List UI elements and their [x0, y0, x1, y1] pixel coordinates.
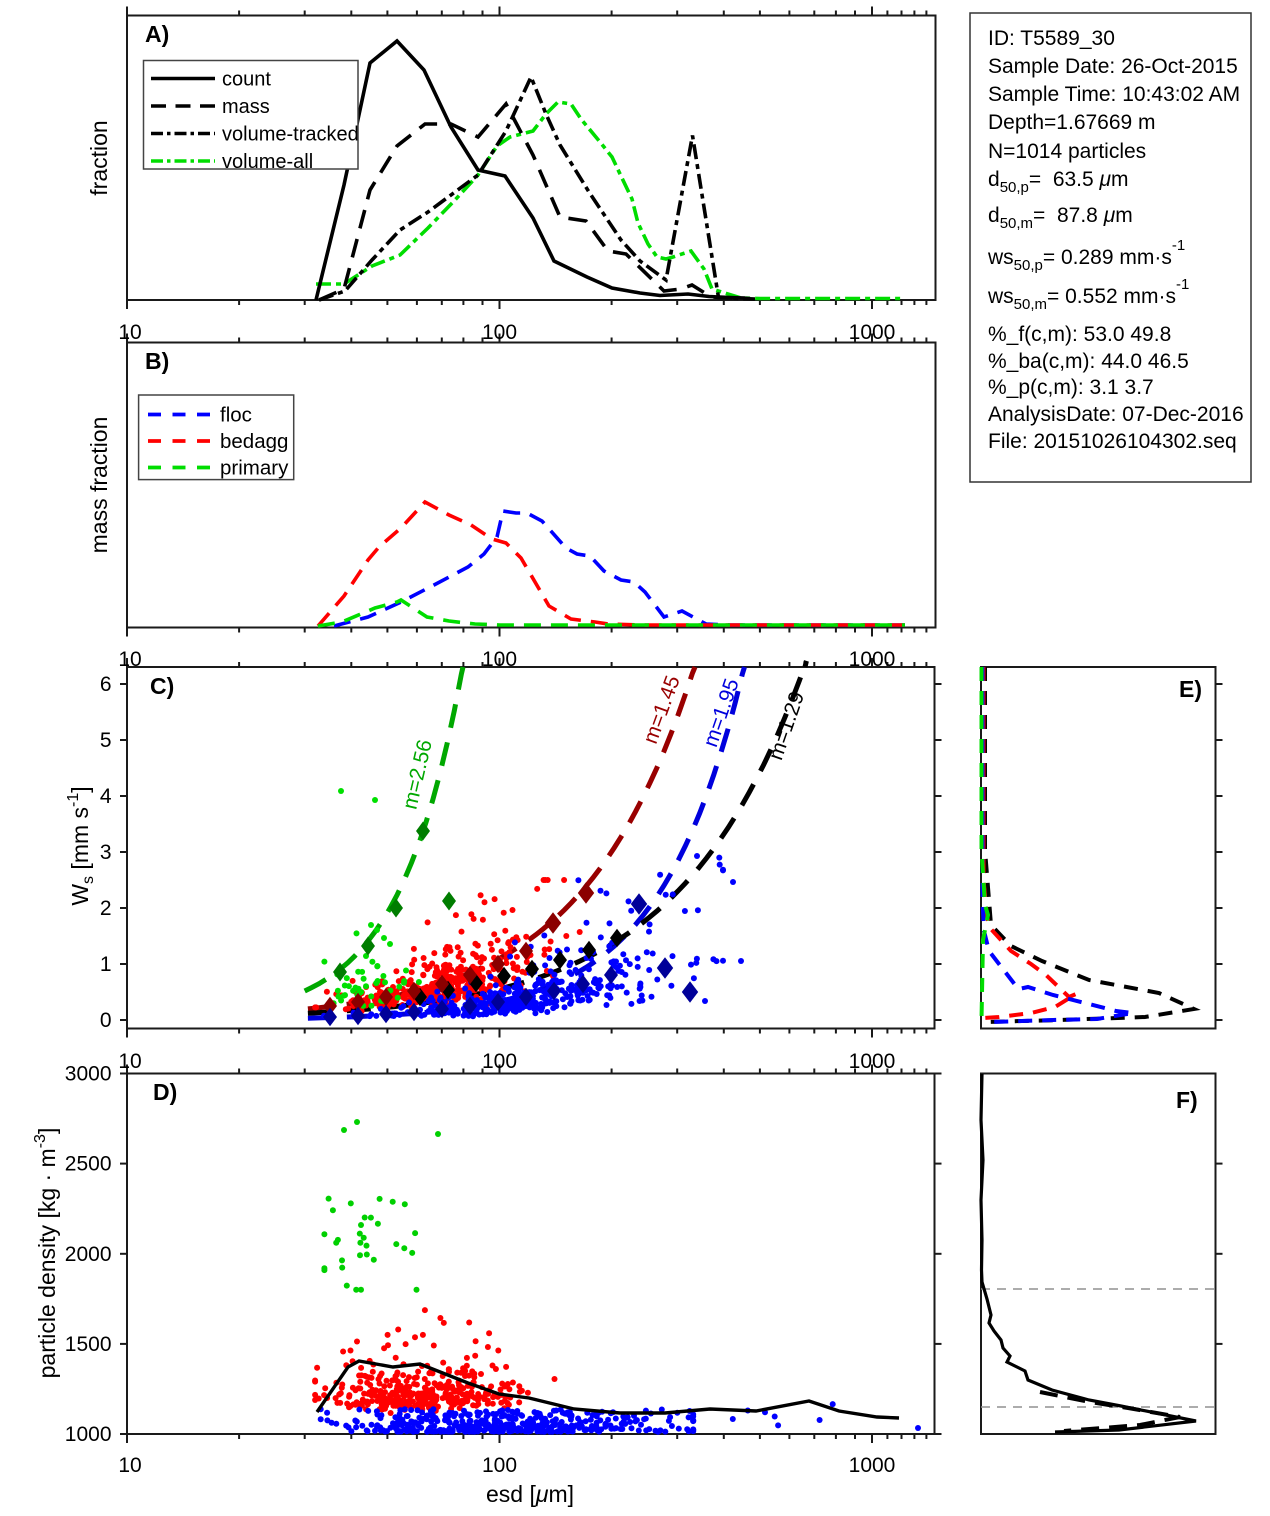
svg-text:2500: 2500 [65, 1153, 112, 1176]
svg-text:2000: 2000 [65, 1243, 112, 1266]
svg-text:1500: 1500 [65, 1333, 112, 1356]
svg-text:File: 20151026104302.seq: File: 20151026104302.seq [988, 430, 1237, 453]
svg-text:A): A) [145, 21, 169, 47]
svg-text:E): E) [1179, 676, 1202, 702]
svg-text:B): B) [145, 348, 169, 374]
svg-text:Sample Time: 10:43:02 AM: Sample Time: 10:43:02 AM [988, 83, 1240, 106]
svg-text:count: count [222, 69, 271, 91]
svg-text:1000: 1000 [849, 1050, 896, 1073]
svg-text:%_p(c,m): 3.1 3.7: %_p(c,m): 3.1 3.7 [988, 376, 1154, 399]
svg-text:10: 10 [118, 321, 141, 344]
svg-text:100: 100 [482, 1454, 517, 1477]
svg-text:1000: 1000 [849, 1454, 896, 1477]
svg-text:%_f(c,m): 53.0 49.8: %_f(c,m): 53.0 49.8 [988, 323, 1171, 346]
svg-text:%_ba(c,m): 44.0 46.5: %_ba(c,m): 44.0 46.5 [988, 350, 1189, 373]
svg-text:1000: 1000 [65, 1423, 112, 1446]
svg-text:N=1014 particles: N=1014 particles [988, 140, 1146, 163]
svg-text:primary: primary [220, 457, 289, 480]
svg-text:1: 1 [100, 953, 112, 976]
svg-text:bedagg: bedagg [220, 430, 288, 453]
svg-text:volume-tracked: volume-tracked [222, 124, 359, 146]
svg-text:volume-all: volume-all [222, 151, 313, 173]
svg-text:3000: 3000 [65, 1063, 112, 1086]
svg-text:1000: 1000 [849, 648, 896, 671]
svg-text:100: 100 [482, 648, 517, 671]
svg-text:6: 6 [100, 673, 112, 696]
svg-text:3: 3 [100, 841, 112, 864]
svg-text:100: 100 [482, 321, 517, 344]
svg-text:1000: 1000 [849, 321, 896, 344]
svg-text:esd [μm]: esd [μm] [486, 1481, 574, 1507]
svg-text:particle density [kg · m-3]: particle density [kg · m-3] [32, 1128, 60, 1379]
svg-text:mass: mass [222, 96, 270, 118]
svg-text:mass fraction: mass fraction [86, 417, 112, 554]
svg-text:C): C) [150, 673, 174, 699]
svg-text:5: 5 [100, 729, 112, 752]
svg-text:10: 10 [118, 648, 141, 671]
svg-text:floc: floc [220, 404, 252, 427]
svg-text:0: 0 [100, 1009, 112, 1032]
svg-text:fraction: fraction [86, 120, 112, 195]
svg-text:10: 10 [118, 1050, 141, 1073]
svg-text:D): D) [153, 1079, 177, 1105]
svg-text:100: 100 [482, 1050, 517, 1073]
svg-text:2: 2 [100, 897, 112, 920]
svg-text:Sample Date: 26-Oct-2015: Sample Date: 26-Oct-2015 [988, 55, 1238, 78]
svg-text:10: 10 [118, 1454, 141, 1477]
svg-text:Depth=1.67669 m: Depth=1.67669 m [988, 111, 1156, 134]
svg-text:F): F) [1176, 1087, 1198, 1113]
svg-text:4: 4 [100, 785, 112, 808]
svg-text:ID: T5589_30: ID: T5589_30 [988, 27, 1115, 50]
svg-text:AnalysisDate: 07-Dec-2016: AnalysisDate: 07-Dec-2016 [988, 403, 1244, 426]
